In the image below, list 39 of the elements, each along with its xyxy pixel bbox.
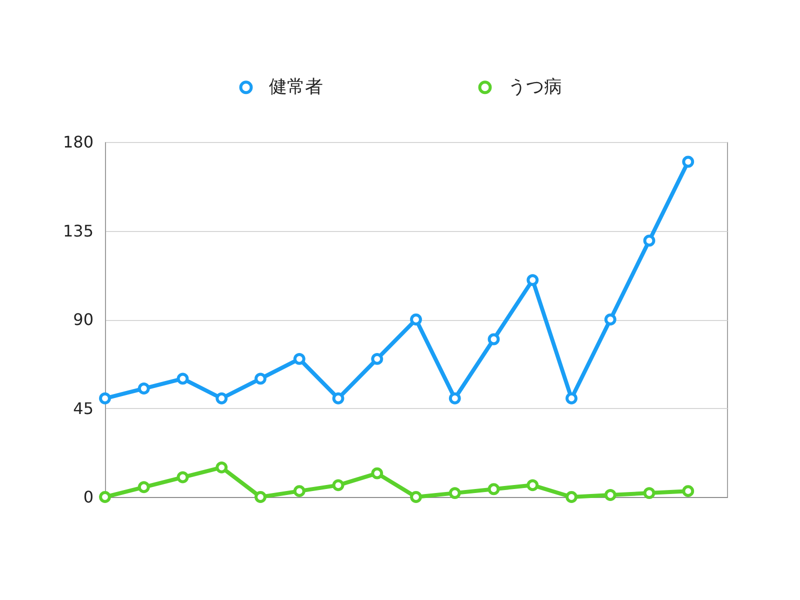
y-tick-label: 0 — [83, 488, 94, 506]
point — [488, 333, 500, 346]
point — [176, 372, 189, 385]
point — [371, 352, 384, 365]
point — [643, 234, 656, 247]
point — [332, 479, 344, 492]
point — [643, 487, 656, 500]
point — [566, 392, 578, 404]
y-tick-label: 135 — [62, 221, 94, 240]
point — [332, 392, 344, 404]
y-tick-label: 45 — [73, 398, 94, 418]
point — [488, 483, 500, 496]
point — [604, 314, 616, 326]
point — [526, 479, 539, 492]
legend-label: うつ病 — [508, 76, 562, 98]
point — [448, 487, 461, 500]
point — [216, 461, 228, 474]
point — [216, 392, 228, 404]
point — [138, 382, 150, 394]
y-tick-label: 180 — [62, 132, 94, 152]
point — [410, 314, 422, 326]
point — [254, 372, 266, 385]
point — [371, 467, 384, 480]
point — [526, 274, 539, 286]
point — [682, 156, 694, 168]
point — [293, 352, 306, 365]
point — [566, 491, 578, 503]
y-tick-label: 90 — [73, 310, 94, 329]
point — [99, 491, 111, 503]
point — [138, 481, 150, 494]
point — [293, 485, 306, 498]
point — [410, 491, 422, 503]
point — [99, 392, 111, 404]
legend-label: 健常者 — [269, 76, 323, 98]
point — [176, 471, 189, 484]
point — [254, 491, 266, 503]
point — [604, 489, 616, 501]
point — [682, 485, 694, 498]
point — [448, 392, 461, 404]
